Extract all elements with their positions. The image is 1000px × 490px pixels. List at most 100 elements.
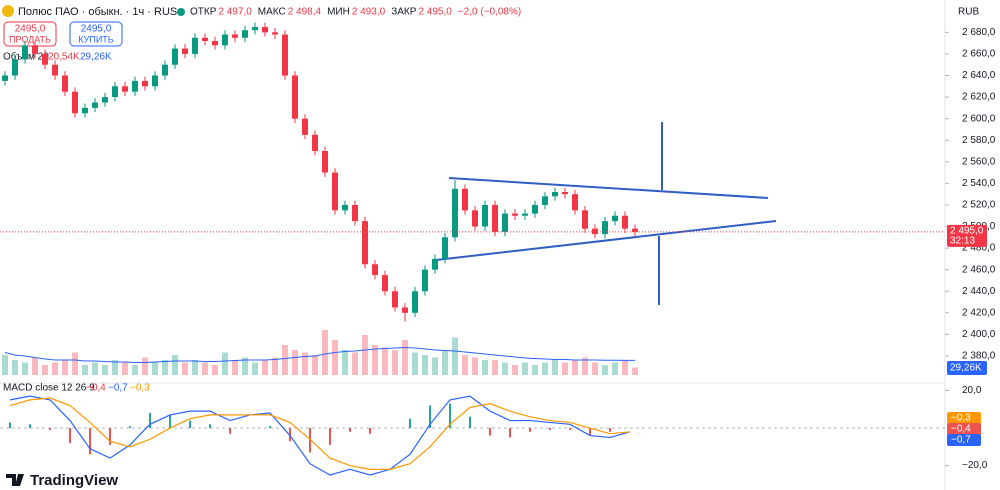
volume-bar	[622, 360, 628, 375]
volume-bar	[212, 365, 218, 375]
candle-body	[312, 134, 318, 152]
y-tick-label: 2 520,0	[962, 200, 996, 211]
buy-box[interactable]	[69, 21, 123, 47]
volume-bar	[352, 352, 358, 375]
volume-bar	[182, 362, 188, 375]
candle-body	[262, 26, 268, 33]
volume-bar	[192, 360, 198, 375]
trend-line	[435, 220, 777, 261]
macd-badge	[947, 434, 981, 446]
histogram-bar	[349, 428, 351, 432]
histogram-bar	[449, 403, 451, 429]
histogram-bar	[569, 428, 571, 430]
candle-body	[472, 210, 478, 227]
candle-body	[582, 210, 588, 229]
countdown: 32:13	[950, 236, 975, 247]
macd-hist-value: −0,4	[86, 383, 106, 394]
candle-body	[112, 86, 118, 98]
macd-value: −0,7	[108, 383, 128, 394]
ohlc-label: ОТКР	[190, 7, 217, 18]
buy-price[interactable]: 2495,0	[81, 24, 112, 35]
y-tick-label: 2 580,0	[962, 135, 996, 146]
histogram-bar	[529, 428, 531, 432]
volume-bar	[452, 337, 458, 375]
candle-body	[342, 204, 348, 211]
candle-body	[192, 37, 198, 54]
volume-bar	[482, 360, 488, 375]
histogram-bar	[509, 428, 511, 438]
volume-bar	[592, 362, 598, 375]
brand: TradingView	[30, 472, 118, 489]
histogram-bar	[309, 428, 311, 453]
volume-bar	[632, 367, 638, 375]
volume-bar	[222, 352, 228, 375]
macd-last-label: −0,4	[951, 424, 971, 435]
volume-bar	[92, 362, 98, 375]
histogram-bar	[589, 428, 591, 436]
candle-body	[132, 80, 138, 92]
volume-bar	[42, 365, 48, 375]
volume-bar	[172, 355, 178, 375]
y-tick-label: 2 640,0	[962, 70, 996, 81]
candle-body	[422, 269, 428, 292]
volume-bar	[22, 362, 28, 375]
volume-bar	[202, 362, 208, 375]
ohlc-label: ЗАКР	[391, 7, 417, 18]
volume-bar	[322, 330, 328, 375]
sell-button[interactable]: 2495,0 ПРОДАТЬ	[3, 21, 57, 47]
currency[interactable]: RUB	[958, 7, 979, 18]
histogram-bar	[89, 428, 91, 455]
trend-line	[448, 177, 769, 199]
candle-body	[392, 291, 398, 308]
candle-body	[612, 215, 618, 222]
y-tick-label: 2 540,0	[962, 178, 996, 189]
volume-bar	[522, 362, 528, 375]
candle-body	[12, 59, 18, 76]
candle-body	[242, 30, 248, 38]
volume-bar	[422, 355, 428, 375]
volume-bar	[32, 357, 38, 375]
histogram-bar	[269, 426, 271, 429]
histogram-bar	[169, 414, 171, 429]
candle-body	[322, 151, 328, 173]
sell-price[interactable]: 2495,0	[15, 24, 46, 35]
sell-label[interactable]: ПРОДАТЬ	[9, 34, 51, 44]
volume-bar	[332, 340, 338, 375]
volume-bar	[542, 362, 548, 375]
buy-label[interactable]: КУПИТЬ	[78, 34, 113, 44]
volume-bar	[132, 365, 138, 375]
candle-body	[602, 221, 608, 235]
candle-body	[172, 48, 178, 65]
volume-bar	[412, 352, 418, 375]
volume-bar	[462, 355, 468, 375]
drawing	[435, 122, 777, 305]
candle-body	[562, 192, 568, 195]
volume-bar	[392, 350, 398, 375]
volume-value: 20,54K	[48, 52, 80, 63]
candle-body	[572, 194, 578, 211]
volume-bar	[472, 357, 478, 375]
candle-body	[272, 32, 278, 35]
y-tick-label: 2 620,0	[962, 92, 996, 103]
candle-body	[532, 204, 538, 214]
macd-last-label: −0,3	[951, 413, 971, 424]
histogram-bar	[549, 428, 551, 430]
candle-body	[632, 228, 638, 232]
histogram-bar	[469, 416, 471, 429]
sell-box[interactable]	[3, 21, 57, 47]
buy-button[interactable]: 2495,0 КУПИТЬ	[69, 21, 123, 47]
volume-bar	[72, 352, 78, 375]
candle-body	[432, 258, 438, 270]
candle-body	[512, 213, 518, 216]
volume-bar	[342, 350, 348, 375]
brand-logo	[6, 474, 24, 486]
volume-ma-value: 29,26K	[80, 52, 112, 63]
symbol: Полюс ПАО · обыкн. · 1ч · RUS	[18, 6, 177, 18]
candle-body	[622, 215, 628, 229]
volume-bar	[532, 365, 538, 375]
candle-body	[452, 188, 458, 238]
y-tick-label: 2 680,0	[962, 27, 996, 38]
candle-body	[62, 75, 68, 92]
volume-bar	[272, 357, 278, 375]
volume-bar	[512, 365, 518, 375]
